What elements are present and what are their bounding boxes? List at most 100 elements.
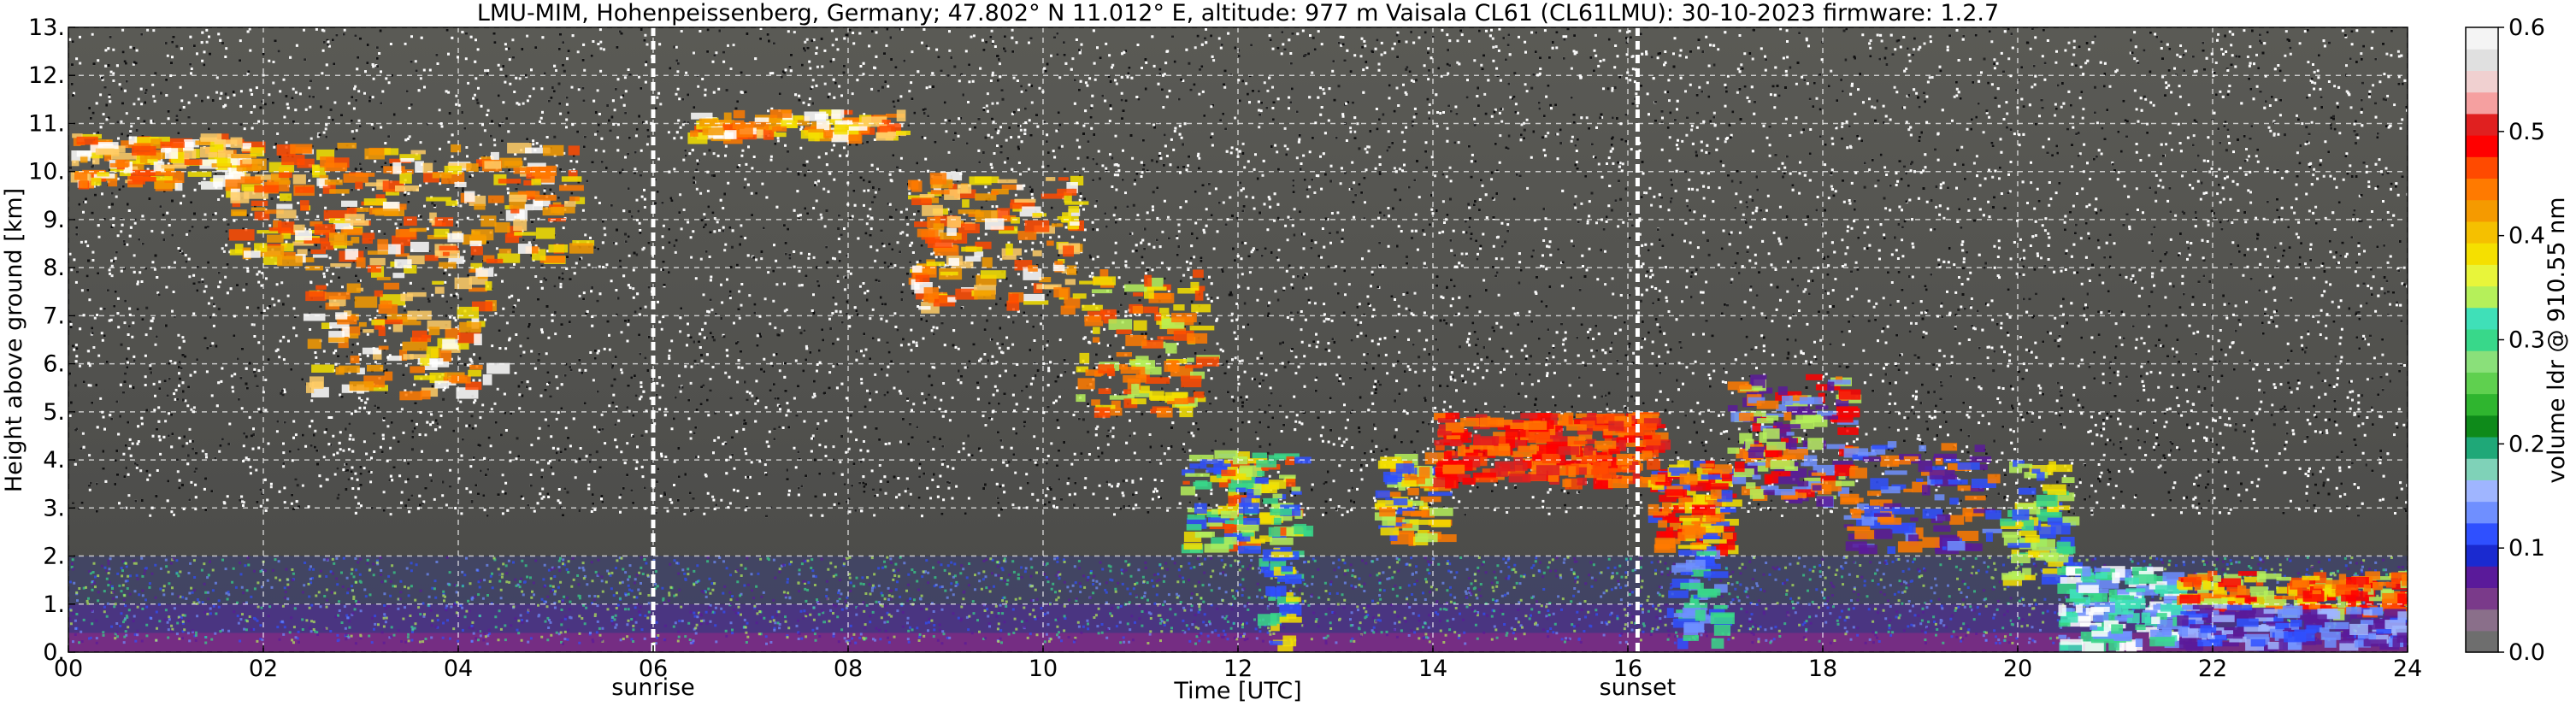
descending-cirrus-cell: [1098, 364, 1114, 374]
cirrus-cell: [356, 257, 366, 268]
cirrus-fallstreak: [363, 329, 374, 333]
cirrus-cell: [277, 256, 303, 267]
colorbar-tick-label: 0.4: [2508, 223, 2545, 250]
cirrus-cell: [551, 206, 575, 214]
mid-cloud-cell: [1668, 467, 1689, 473]
descending-cirrus-cell: [1181, 380, 1202, 388]
colorbar-swatch: [2466, 350, 2498, 373]
cirrus-fallstreak: [327, 337, 348, 343]
mid-cloud-core: [1608, 421, 1624, 432]
mid-cloud-cell: [1237, 545, 1261, 554]
colorbar-swatch: [2466, 243, 2498, 265]
mid-cloud-cell: [1709, 479, 1733, 487]
cirrus-cell: [834, 120, 852, 125]
mid-cloud-cell: [1699, 532, 1718, 541]
mid-cloud-cell: [1679, 517, 1701, 521]
cirrus-cell: [765, 121, 782, 131]
cirrus-cell: [150, 176, 173, 181]
mid-cloud-cell: [1891, 507, 1915, 515]
mid-cloud-core: [1437, 431, 1452, 436]
low-cloud-cell: [2058, 604, 2066, 616]
mid-cloud-cell: [1817, 410, 1840, 417]
mid-cloud-cell: [1749, 489, 1765, 499]
mid-cloud-cell: [1228, 495, 1236, 507]
low-cloud-base: [2392, 638, 2401, 648]
cirrus-cell: [328, 218, 351, 224]
mid-cloud-core: [1618, 439, 1627, 451]
descending-cirrus-cell: [1149, 391, 1164, 400]
low-cloud-top: [2249, 586, 2268, 593]
mid-cloud-core: [1566, 424, 1587, 431]
cirrus-cell: [497, 253, 521, 263]
mid-cloud-cell: [1910, 517, 1919, 521]
descending-cirrus-cell: [1066, 265, 1077, 275]
mid-cloud-cell: [1957, 462, 1980, 470]
cirrus-cell: [89, 152, 103, 159]
mid-cloud-cell: [2025, 534, 2040, 543]
cirrus-cell: [439, 245, 459, 254]
mid-cloud-cell: [1395, 463, 1415, 474]
low-cloud-cell: [2125, 641, 2137, 652]
mid-cloud-core: [1472, 449, 1496, 458]
cirrus-cell: [523, 179, 534, 185]
cirrus-cell: [386, 189, 400, 196]
descending-cirrus-cell: [1145, 377, 1170, 384]
precip-streak: [1695, 609, 1706, 621]
cirrus-cell: [690, 130, 699, 137]
descending-cirrus-cell: [946, 227, 957, 236]
low-cloud-base: [2184, 613, 2208, 618]
mid-cloud-cell: [1777, 424, 1801, 429]
descending-cirrus-cell: [1098, 408, 1123, 416]
low-cloud-cell: [2147, 567, 2164, 572]
cirrus-fallstreak: [307, 338, 321, 350]
mid-cloud-cell: [1931, 474, 1943, 485]
cirrus-cell: [364, 148, 385, 160]
mid-cloud-cell: [1712, 464, 1733, 474]
descending-cirrus-cell: [1154, 312, 1162, 321]
low-cloud-cell: [2057, 568, 2068, 575]
low-cloud-base: [2360, 620, 2374, 626]
cirrus-cell: [281, 154, 305, 166]
descending-cirrus-cell: [914, 221, 930, 227]
colorbar-swatch: [2466, 91, 2498, 115]
y-axis-label: Height above ground [km]: [1, 188, 27, 492]
descending-cirrus-cell: [1167, 360, 1179, 372]
cirrus-cell: [297, 158, 315, 168]
low-cloud-top: [2183, 576, 2202, 587]
mid-cloud-core: [1510, 469, 1525, 477]
descending-cirrus-cell: [1084, 315, 1102, 322]
cirrus-cell: [471, 229, 494, 241]
mid-cloud-cell: [1727, 447, 1740, 454]
low-cloud-top: [2405, 601, 2408, 609]
mid-cloud-cell: [1703, 539, 1727, 544]
mid-cloud-cell: [1222, 459, 1231, 466]
mid-cloud-cell: [1263, 497, 1278, 504]
cirrus-cell: [216, 158, 231, 167]
low-cloud-top: [2226, 583, 2243, 592]
low-cloud-base: [2263, 609, 2284, 615]
cirrus-cell: [464, 191, 475, 203]
cirrus-cell: [509, 194, 528, 203]
cirrus-cell: [274, 179, 291, 185]
low-cloud-cell: [2082, 566, 2091, 577]
cirrus-fallstreak: [366, 385, 388, 391]
colorbar-swatch: [2466, 135, 2498, 157]
cirrus-cell: [886, 114, 905, 118]
mid-cloud-cell: [1671, 471, 1688, 476]
mid-cloud-cell: [1947, 541, 1966, 551]
colorbar-swatch: [2466, 630, 2498, 653]
mid-cloud-core: [1472, 472, 1496, 479]
cirrus-cell: [214, 139, 238, 144]
cirrus-fallstreak: [442, 338, 458, 350]
cirrus-cell: [91, 177, 102, 186]
colorbar-swatch: [2466, 264, 2498, 287]
cirrus-fallstreak: [456, 387, 479, 399]
low-cloud-base: [2213, 603, 2230, 609]
cirrus-cell: [111, 152, 137, 160]
cirrus-cell: [831, 132, 849, 143]
cirrus-cell: [399, 154, 421, 161]
cirrus-cell: [304, 238, 329, 244]
low-cloud-cell: [2117, 590, 2143, 600]
cirrus-cell: [841, 109, 853, 115]
low-cloud-top: [2179, 594, 2201, 604]
